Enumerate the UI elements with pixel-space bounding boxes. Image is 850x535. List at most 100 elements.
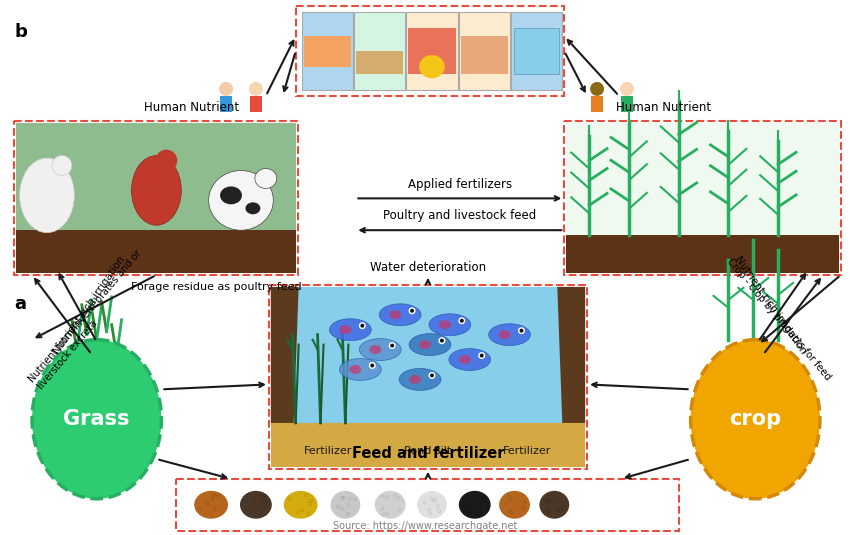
- Ellipse shape: [439, 320, 451, 329]
- Ellipse shape: [220, 186, 242, 204]
- Ellipse shape: [540, 491, 570, 519]
- Bar: [461, 36, 508, 74]
- Text: Source: https://www.researchgate.net: Source: https://www.researchgate.net: [333, 521, 517, 531]
- Bar: [178, 481, 677, 529]
- Text: b: b: [14, 24, 27, 41]
- Ellipse shape: [360, 324, 365, 327]
- Bar: [564, 121, 841, 275]
- Ellipse shape: [428, 372, 435, 379]
- Text: Crop - crop by products for feed: Crop - crop by products for feed: [725, 257, 833, 383]
- Text: Applied fertilizers: Applied fertilizers: [408, 178, 512, 192]
- Text: Grass: Grass: [64, 409, 130, 429]
- Ellipse shape: [419, 340, 431, 349]
- Bar: [621, 96, 633, 112]
- Ellipse shape: [246, 202, 260, 215]
- Bar: [296, 6, 564, 96]
- Ellipse shape: [208, 171, 274, 230]
- Bar: [354, 12, 405, 90]
- Ellipse shape: [499, 330, 511, 339]
- Polygon shape: [271, 287, 298, 423]
- Text: Water deterioration: Water deterioration: [370, 261, 486, 274]
- Ellipse shape: [105, 250, 119, 260]
- Ellipse shape: [369, 362, 376, 369]
- Bar: [459, 12, 510, 90]
- Ellipse shape: [255, 169, 277, 188]
- Ellipse shape: [32, 340, 162, 499]
- Bar: [408, 28, 456, 74]
- Text: Nutrient rich irrigation: Nutrient rich irrigation: [733, 254, 808, 356]
- Bar: [303, 36, 351, 67]
- Ellipse shape: [479, 354, 484, 357]
- Ellipse shape: [449, 349, 490, 370]
- Ellipse shape: [360, 339, 401, 361]
- Bar: [271, 287, 585, 467]
- Ellipse shape: [379, 304, 421, 326]
- Bar: [16, 123, 296, 273]
- Bar: [250, 96, 262, 112]
- Ellipse shape: [440, 339, 444, 342]
- Ellipse shape: [417, 491, 447, 519]
- Ellipse shape: [419, 55, 445, 78]
- Ellipse shape: [390, 343, 394, 348]
- Ellipse shape: [519, 328, 524, 333]
- Ellipse shape: [620, 82, 634, 96]
- Ellipse shape: [499, 491, 530, 519]
- Ellipse shape: [409, 307, 416, 314]
- Ellipse shape: [124, 253, 139, 263]
- Bar: [591, 96, 603, 112]
- Polygon shape: [271, 287, 585, 423]
- Ellipse shape: [410, 309, 414, 313]
- Ellipse shape: [479, 352, 485, 359]
- Ellipse shape: [359, 322, 366, 329]
- Bar: [294, 423, 563, 467]
- Bar: [269, 285, 587, 469]
- Text: Nutrient from invertebrates and or
liverstock excreta: Nutrient from invertebrates and or liver…: [27, 248, 153, 392]
- Ellipse shape: [331, 491, 360, 519]
- Ellipse shape: [460, 319, 464, 323]
- Bar: [566, 123, 839, 273]
- Text: Nutrient rich irrigation: Nutrient rich irrigation: [52, 254, 128, 356]
- Ellipse shape: [489, 324, 530, 346]
- Ellipse shape: [194, 491, 228, 519]
- Bar: [566, 235, 839, 273]
- Text: Human Nutrient: Human Nutrient: [616, 101, 711, 114]
- Ellipse shape: [284, 491, 318, 519]
- Ellipse shape: [249, 82, 263, 96]
- Text: Poultry and livestock feed: Poultry and livestock feed: [383, 209, 536, 222]
- Polygon shape: [558, 287, 585, 423]
- Bar: [406, 12, 457, 90]
- Bar: [14, 121, 297, 275]
- Ellipse shape: [371, 363, 374, 368]
- Text: Human Nutrient: Human Nutrient: [144, 101, 239, 114]
- Bar: [176, 479, 678, 531]
- Bar: [220, 96, 232, 112]
- Ellipse shape: [20, 158, 74, 233]
- Text: Forage residue as poultry feed: Forage residue as poultry feed: [131, 282, 302, 292]
- Text: crop: crop: [729, 409, 781, 429]
- Ellipse shape: [430, 373, 434, 377]
- Bar: [511, 12, 563, 90]
- Ellipse shape: [339, 325, 351, 334]
- Text: Pond silt: Pond silt: [405, 446, 451, 456]
- Ellipse shape: [349, 365, 361, 374]
- Bar: [16, 230, 296, 273]
- Ellipse shape: [409, 334, 450, 356]
- Text: Fertilizer: Fertilizer: [503, 446, 552, 456]
- Ellipse shape: [144, 248, 159, 258]
- Bar: [514, 28, 559, 74]
- Ellipse shape: [518, 327, 525, 334]
- Ellipse shape: [690, 340, 820, 499]
- Ellipse shape: [409, 375, 421, 384]
- Ellipse shape: [132, 156, 181, 225]
- Ellipse shape: [375, 491, 405, 519]
- Bar: [356, 51, 403, 74]
- Ellipse shape: [330, 319, 371, 341]
- Ellipse shape: [156, 150, 178, 172]
- Ellipse shape: [339, 358, 382, 380]
- Ellipse shape: [388, 342, 395, 349]
- Ellipse shape: [369, 345, 382, 354]
- Ellipse shape: [400, 369, 441, 391]
- Ellipse shape: [389, 310, 401, 319]
- Bar: [302, 12, 353, 90]
- Ellipse shape: [590, 82, 604, 96]
